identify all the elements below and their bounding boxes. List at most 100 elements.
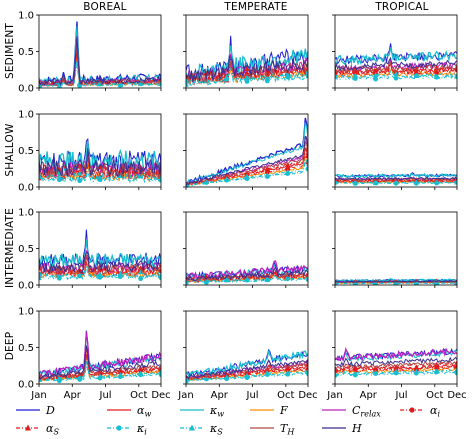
series-marker-as [97,164,103,170]
column-titles: BOREAL TEMPERATE TROPICAL [83,1,428,13]
series-marker-ks [284,71,291,77]
series-marker-ks [413,179,420,185]
panel-tropical-intermediate [332,211,458,288]
y-tick-label: 0.0 [18,183,34,194]
series-marker-ks [305,164,308,170]
series-marker-ks [352,72,359,78]
legend-label: TH [280,422,295,437]
series-marker-as [305,152,308,158]
column-title-temperate: TEMPERATE [223,1,287,13]
legend-label-subscript: w [217,410,224,419]
series-marker-as [137,365,144,371]
legend-marker [25,424,31,431]
series-line-TH [335,61,457,74]
series-marker-ks [413,280,419,285]
x-tick-label: Apr [64,390,82,401]
series-marker-ks [117,82,124,88]
x-tick-label: Apr [211,390,229,401]
legend-label: αS [46,422,59,437]
series-marker-ks [223,176,230,182]
y-tick-label: 0.5 [18,47,34,58]
series-marker-ks [433,178,440,184]
panel-boreal-shallow: 0.0 0.5 1.0 [18,110,162,194]
y-tick-label: 0.0 [18,84,34,95]
series-marker-ks [433,73,440,79]
series-marker-ks [158,272,161,278]
series-line-H [186,266,308,282]
legend-label-subscript: i [437,410,440,419]
series-marker-ks [284,369,291,375]
legend-item-aw: αw [107,404,151,419]
series-marker-ks [76,272,83,278]
series-marker-ks [244,173,250,179]
y-tick-label: 0.0 [18,281,34,292]
series-marker-ks [352,179,359,185]
series-marker-ki [373,76,379,82]
row-title-sediment: SEDIMENT [4,23,16,79]
legend-item-F: F [250,404,288,417]
series-line-TH [39,348,161,381]
y-tick-label: 1.0 [18,208,34,219]
x-tick-label: Jul [395,390,408,401]
series-marker-ks [393,368,399,374]
x-tick-label: Oct [426,390,443,401]
panel-tropical-shallow [332,113,458,190]
legend-item-D: D [16,404,55,417]
series-marker-ki [138,276,144,282]
legend-label-subscript: S [217,428,223,437]
series-marker-ks [264,369,271,375]
panel-series [186,260,308,285]
panel-boreal-intermediate: 0.0 0.5 1.0 [18,208,162,292]
panel-boreal-sediment: 0.0 0.5 1.0 [18,11,162,95]
series-line-H [39,345,161,380]
series-line-kw [186,350,308,378]
series-line-H [39,36,161,87]
panel-series [39,330,161,384]
row-titles: SEDIMENT SHALLOW INTERMEDIATE DEEP [4,23,16,361]
x-tick-label: Oct [130,390,147,401]
series-marker-ks [393,179,399,185]
panel-boreal-deep: 0.0 0.5 1.0 Jan Apr Jul Oct Dec [18,307,171,402]
series-marker-ks [76,374,83,380]
series-line-H [335,280,457,283]
series-marker-ks [117,372,124,378]
series-marker-ks [305,274,308,280]
panel-temperate-sediment [183,14,309,91]
legend-item-as: αS [16,422,59,437]
series-marker-ks [264,172,271,178]
y-tick-label: 0.5 [18,146,34,157]
legend-label-subscript: S [53,428,59,437]
legend-label: αw [137,404,151,419]
legend-marker [116,425,122,431]
series-marker-ks [223,374,230,380]
series-marker-ks [284,169,291,175]
series-marker-ks [335,73,338,79]
series-marker-ks [454,179,457,185]
series-marker-ks [352,370,359,376]
x-tick-label: Apr [360,390,378,401]
series-marker-ks [372,72,379,78]
y-tick-label: 1.0 [18,110,34,121]
x-tick-label: Dec [298,390,317,401]
series-marker-ks [39,173,42,179]
series-line-Crelax [335,347,457,363]
series-marker-ks [158,368,161,374]
series-marker-ks [223,74,230,80]
panel-series [335,172,457,186]
series-marker-ks [97,81,103,87]
legend-label-subscript: relax [360,410,381,419]
series-line-H [39,148,161,178]
legend-label: αi [430,404,440,419]
series-marker-ks [97,271,103,277]
row-title-deep: DEEP [4,332,16,361]
series-marker-as [335,67,338,73]
legend-item-Crelax: Crelax [322,404,381,419]
series-marker-ai [264,169,270,175]
x-tick-label: Oct [277,390,294,401]
series-marker-as [76,162,83,168]
series-marker-ks [305,68,308,74]
x-tick-label: Jan [177,390,193,401]
legend-label-subscript: w [144,410,151,419]
